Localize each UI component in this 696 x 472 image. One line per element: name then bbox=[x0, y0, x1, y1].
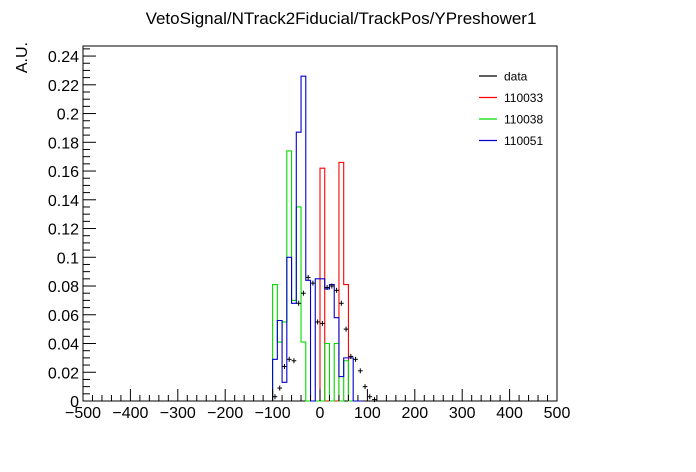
data-point bbox=[348, 353, 354, 359]
legend-label-110051: 110051 bbox=[504, 134, 543, 148]
x-tick-label: 200 bbox=[401, 405, 428, 422]
data-point bbox=[282, 364, 287, 370]
legend: data 110033 110038 110051 bbox=[479, 70, 543, 148]
data-point bbox=[329, 283, 335, 289]
y-axis-label: A.U. bbox=[14, 42, 31, 73]
y-tick-label: 0.06 bbox=[48, 308, 79, 325]
data-point bbox=[315, 319, 320, 325]
data-point bbox=[296, 300, 302, 306]
y-tick-label: 0.2 bbox=[57, 107, 79, 124]
data-point bbox=[353, 356, 358, 362]
y-tick-label: 0.18 bbox=[48, 135, 79, 152]
x-tick-label: −400 bbox=[112, 405, 148, 422]
x-tick-label: −500 bbox=[65, 405, 101, 422]
legend-label-110033: 110033 bbox=[504, 91, 543, 105]
y-tick-label: 0.12 bbox=[48, 222, 79, 239]
data-point bbox=[367, 394, 373, 400]
data-point bbox=[305, 274, 311, 280]
data-point bbox=[286, 356, 292, 362]
x-tick-label: 100 bbox=[354, 405, 381, 422]
data-point bbox=[320, 320, 325, 326]
y-tick-label: 0.02 bbox=[48, 365, 79, 382]
y-tick-label: 0.22 bbox=[48, 78, 79, 95]
series-data-points bbox=[272, 274, 377, 403]
data-point bbox=[357, 368, 363, 374]
legend-label-data: data bbox=[504, 70, 528, 84]
data-point bbox=[272, 394, 278, 400]
data-point bbox=[338, 300, 344, 306]
y-tick-label: 0.24 bbox=[48, 49, 79, 66]
y-tick-label: 0.04 bbox=[48, 337, 79, 354]
chart-title: VetoSignal/NTrack2Fiducial/TrackPos/YPre… bbox=[146, 9, 537, 28]
series-layer bbox=[272, 75, 377, 403]
y-tick-label: 0.16 bbox=[48, 164, 79, 181]
y-tick-label: 0.1 bbox=[57, 250, 79, 267]
data-point bbox=[291, 358, 297, 364]
x-tick-label: 500 bbox=[544, 405, 571, 422]
y-tick-label: 0.08 bbox=[48, 279, 79, 296]
data-point bbox=[310, 280, 316, 286]
axes-layer: −500 −400 −300 −200 −100 0 100 200 300 400 500 0 0.0… bbox=[48, 48, 571, 422]
x-tick-label: 0 bbox=[316, 405, 325, 422]
x-tick-label: −200 bbox=[207, 405, 243, 422]
data-point bbox=[362, 384, 368, 390]
data-point bbox=[277, 385, 283, 391]
data-point bbox=[324, 284, 330, 290]
x-tick-label: −100 bbox=[255, 405, 291, 422]
x-tick-label: 300 bbox=[449, 405, 476, 422]
series-110038-histogram bbox=[272, 150, 354, 402]
data-point bbox=[301, 290, 306, 296]
x-tick-label: −300 bbox=[160, 405, 196, 422]
legend-label-110038: 110038 bbox=[504, 113, 543, 127]
series-110051-histogram bbox=[272, 75, 363, 402]
data-point bbox=[334, 287, 339, 293]
data-point bbox=[372, 397, 377, 403]
x-tick-label: 400 bbox=[496, 405, 523, 422]
data-point bbox=[343, 326, 349, 332]
y-tick-label: 0 bbox=[70, 394, 79, 411]
y-tick-label: 0.14 bbox=[48, 193, 79, 210]
